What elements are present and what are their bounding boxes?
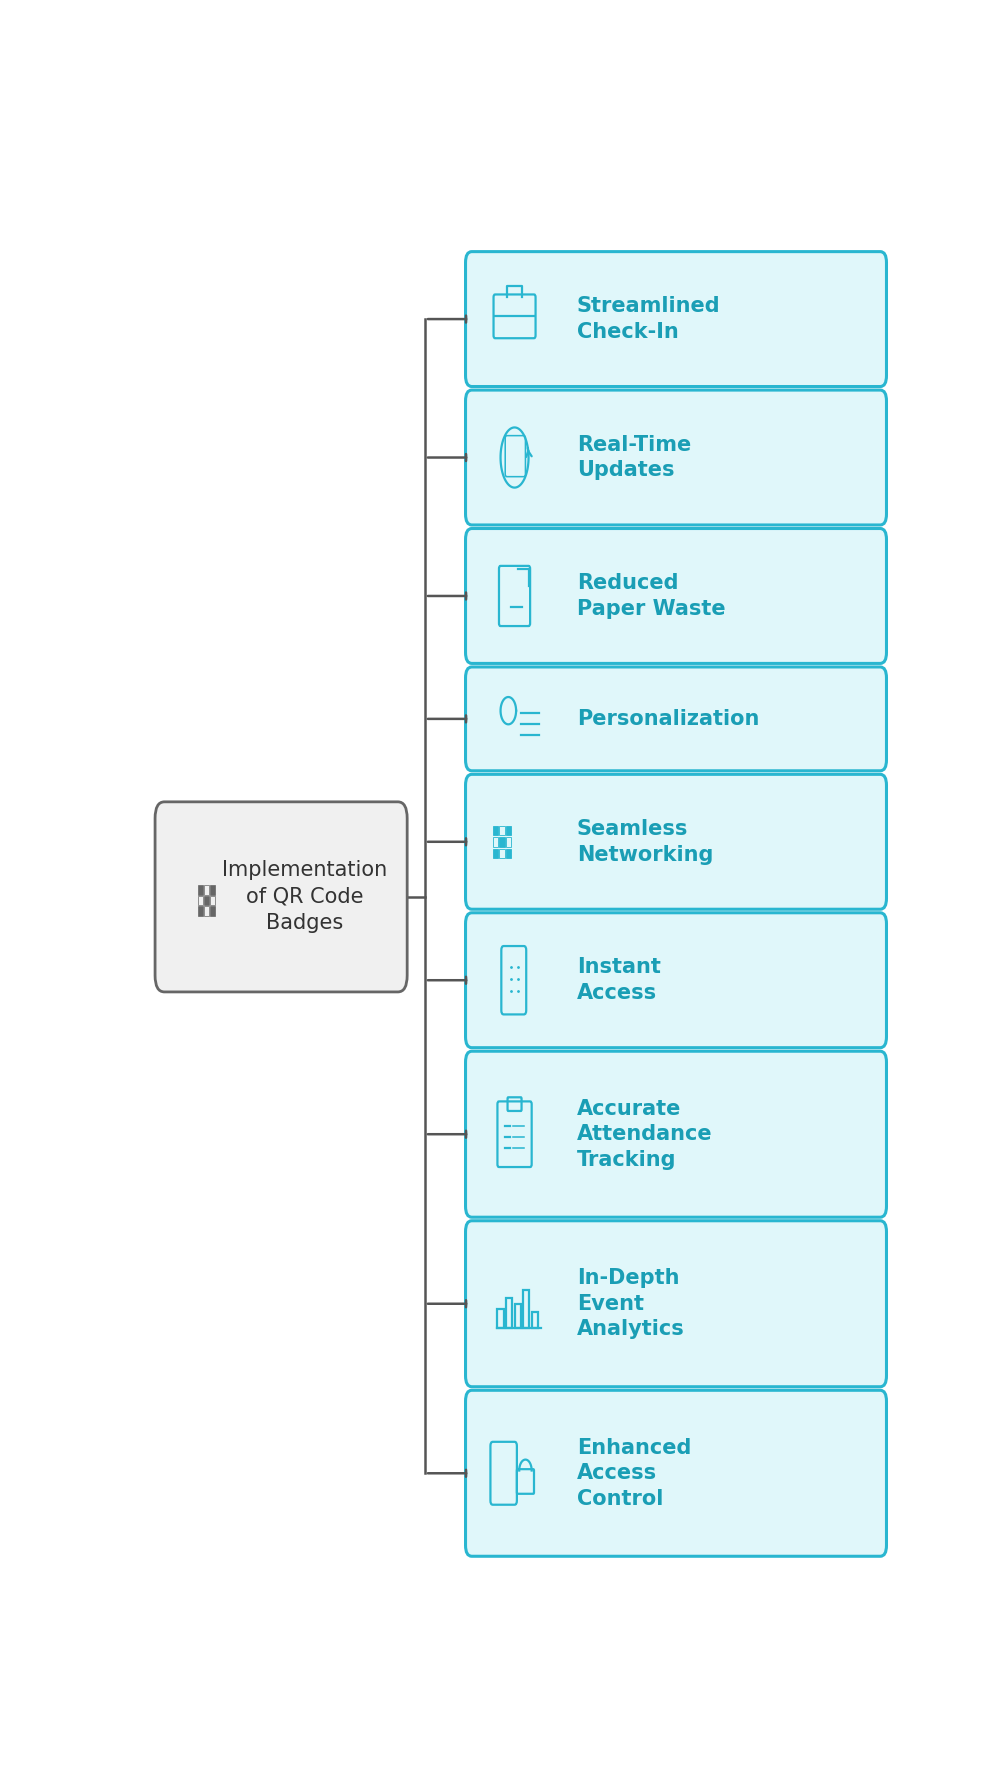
FancyBboxPatch shape	[465, 668, 886, 771]
Text: Enhanced
Access
Control: Enhanced Access Control	[577, 1439, 690, 1510]
FancyBboxPatch shape	[465, 391, 886, 526]
Text: In-Depth
Event
Analytics: In-Depth Event Analytics	[577, 1268, 684, 1339]
Bar	[498, 849, 505, 858]
FancyBboxPatch shape	[465, 1220, 886, 1387]
Bar	[492, 836, 497, 847]
Bar	[492, 849, 497, 858]
Bar	[496, 1309, 504, 1328]
Bar	[532, 1312, 538, 1328]
Bar	[515, 1304, 521, 1328]
Bar	[498, 836, 505, 847]
Bar	[204, 895, 209, 906]
Bar	[506, 836, 511, 847]
Text: Seamless
Networking: Seamless Networking	[577, 819, 712, 865]
Bar	[506, 849, 511, 858]
Text: Instant
Access: Instant Access	[577, 957, 660, 1003]
FancyBboxPatch shape	[465, 1051, 886, 1217]
FancyBboxPatch shape	[465, 529, 886, 664]
FancyBboxPatch shape	[465, 774, 886, 909]
Text: Implementation
of QR Code
Badges: Implementation of QR Code Badges	[222, 861, 387, 932]
Bar	[506, 1298, 512, 1328]
Bar	[492, 826, 497, 835]
Bar	[198, 906, 203, 916]
Text: Accurate
Attendance
Tracking: Accurate Attendance Tracking	[577, 1099, 712, 1170]
Text: Real-Time
Updates: Real-Time Updates	[577, 435, 690, 480]
Bar	[523, 1289, 529, 1328]
Bar	[198, 886, 203, 895]
Bar	[204, 886, 209, 895]
Bar	[506, 826, 511, 835]
Bar	[210, 906, 215, 916]
Bar	[204, 906, 209, 916]
FancyBboxPatch shape	[154, 801, 407, 993]
FancyBboxPatch shape	[465, 913, 886, 1048]
Text: Personalization: Personalization	[577, 709, 758, 728]
Bar	[198, 895, 203, 906]
Text: Streamlined
Check-In: Streamlined Check-In	[577, 297, 720, 341]
Bar	[210, 895, 215, 906]
FancyBboxPatch shape	[465, 1391, 886, 1556]
Bar	[210, 886, 215, 895]
Bar	[498, 826, 505, 835]
FancyBboxPatch shape	[465, 252, 886, 387]
Text: Reduced
Paper Waste: Reduced Paper Waste	[577, 574, 725, 618]
